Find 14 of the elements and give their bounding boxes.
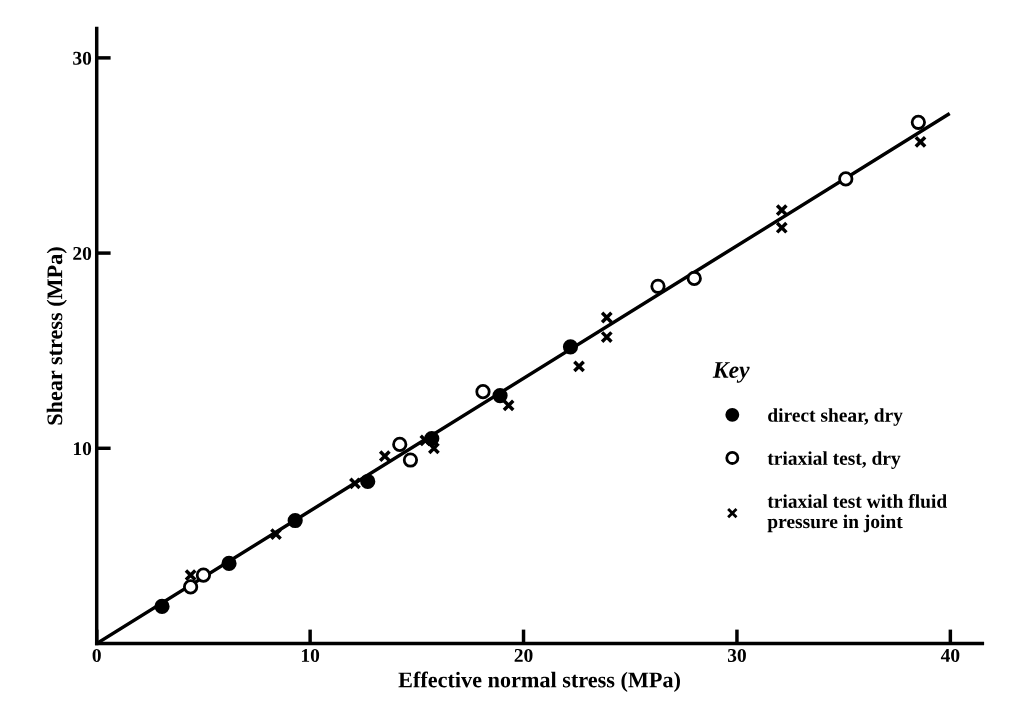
legend-label: triaxial test, dry	[767, 451, 901, 469]
x-tick-label: 10	[301, 648, 320, 663]
y-tick-label: 30	[73, 51, 92, 65]
x-tick-label: 20	[514, 648, 533, 663]
x-tick-label: 0	[92, 648, 101, 663]
y-tick-label: 20	[73, 246, 92, 261]
x-axis-title: Effective normal stress (MPa)	[398, 671, 680, 692]
x-tick-label: 30	[727, 648, 746, 663]
legend-label: direct shear, dry	[768, 408, 903, 426]
y-axis-title: Shear stress (MPa)	[46, 247, 67, 425]
x-tick-label: 40	[940, 648, 960, 663]
y-tick-label: 10	[73, 442, 92, 456]
legend-title: Key	[712, 362, 750, 383]
legend-label: triaxial test with fluid pressure in joint	[767, 494, 947, 533]
